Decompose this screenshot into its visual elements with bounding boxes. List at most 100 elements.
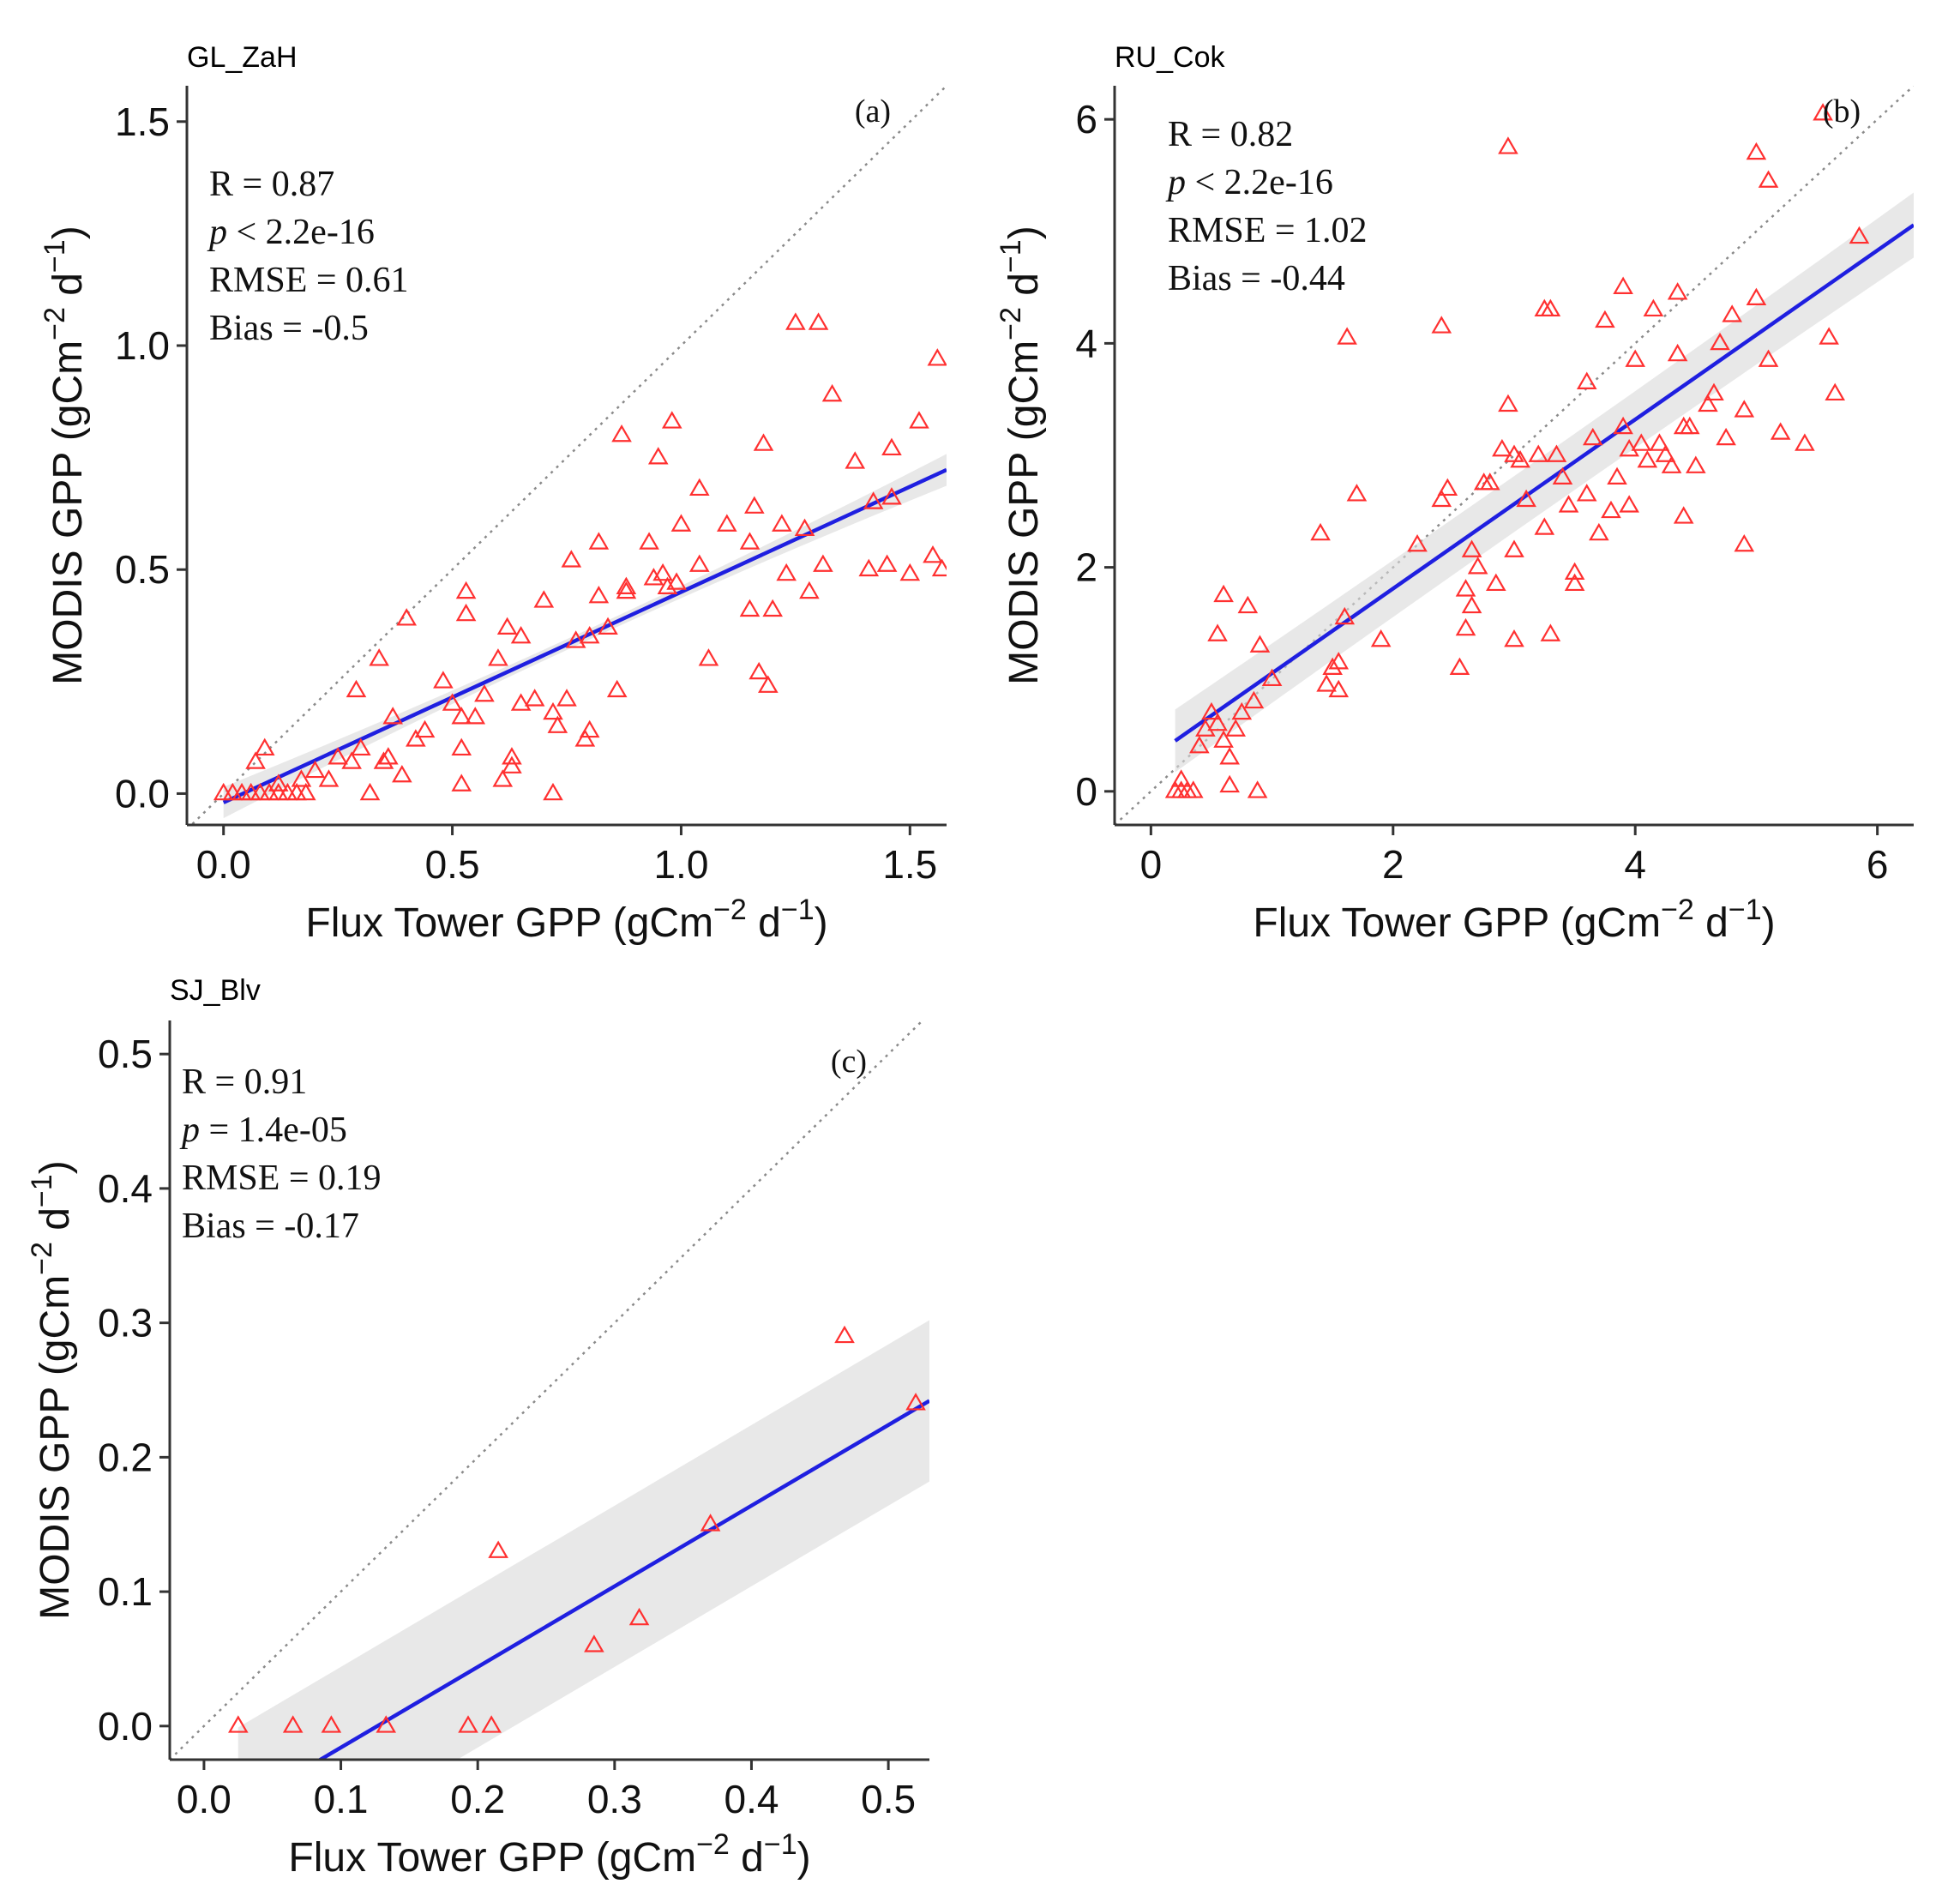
data-point (488, 1540, 508, 1558)
unit-close: ) (797, 1835, 811, 1881)
data-point (785, 312, 806, 330)
site-title: RU_Cok (1115, 41, 1225, 74)
stat-r: R = 0.91 (182, 1062, 307, 1102)
confidence-band (237, 1320, 929, 1760)
data-point (1449, 657, 1470, 676)
stat-r: R = 0.82 (1168, 115, 1293, 154)
data-point (455, 603, 477, 622)
data-point (1655, 444, 1676, 462)
data-point (282, 1715, 304, 1733)
data-point (647, 447, 669, 465)
data-point (574, 729, 596, 747)
y-axis-title: MODIS GPP (gCm−2 d−1) (39, 226, 91, 684)
data-point (268, 773, 289, 792)
data-point (1534, 298, 1555, 317)
data-point (378, 747, 399, 765)
stat-bias: Bias = -0.17 (182, 1207, 359, 1246)
panel-label: (b) (1823, 93, 1861, 129)
data-point (1225, 719, 1247, 737)
x-tick-label: 0.2 (450, 1777, 505, 1821)
data-point (1370, 629, 1392, 647)
stat-p-symbol: p (207, 213, 227, 252)
data-point (565, 630, 586, 648)
data-point (1686, 455, 1706, 473)
data-point (753, 433, 774, 451)
data-point (1795, 433, 1815, 451)
data-point (799, 581, 820, 599)
panel-label: (c) (831, 1044, 867, 1080)
stat-bias: Bias = -0.5 (209, 309, 369, 348)
y-tick-label: 1.0 (115, 323, 170, 368)
data-point (1819, 327, 1839, 345)
data-point (845, 451, 866, 469)
data-point (1613, 276, 1633, 294)
panel-sj-blv: 0.0 0.1 0.2 0.3 0.4 0.5 0.0 0.1 0.2 0.3 0.4 0.5 SJ_B… (26, 974, 929, 1881)
stat-rmse: RMSE = 1.02 (1168, 211, 1368, 250)
data-point (1467, 557, 1488, 575)
data-point (1746, 287, 1767, 306)
data-point (700, 1514, 721, 1532)
data-point (1589, 522, 1609, 541)
data-point (909, 411, 929, 429)
data-point (808, 312, 829, 330)
data-point (1231, 701, 1253, 720)
data-point (1564, 562, 1585, 580)
data-point (524, 689, 545, 707)
data-point (1182, 780, 1204, 798)
data-point (1504, 629, 1524, 647)
data-point (598, 617, 618, 635)
data-point (1328, 652, 1350, 670)
unit-superscript: −1 (1729, 894, 1762, 926)
y-tick-label: 4 (1075, 321, 1097, 365)
data-point (588, 586, 610, 604)
y-tick-label: 0.0 (115, 771, 170, 816)
x-axis-title: Flux Tower GPP (gCm−2 d−1) (1253, 894, 1775, 946)
data-point (863, 491, 884, 509)
y-tick-label: 0.0 (98, 1704, 153, 1749)
data-point (1328, 679, 1350, 698)
data-point (1619, 495, 1639, 513)
data-point (881, 437, 902, 456)
y-tick-label: 0.5 (98, 1032, 153, 1076)
data-point (1261, 668, 1283, 687)
data-point (321, 1715, 342, 1733)
data-point (1734, 400, 1755, 418)
data-point (392, 764, 412, 783)
data-point (758, 675, 779, 693)
data-point (496, 617, 518, 635)
data-point (1813, 103, 1833, 121)
data-point (543, 782, 563, 801)
data-point (1770, 422, 1791, 440)
x-tick-label: 0.0 (177, 1777, 231, 1821)
data-point (1455, 617, 1476, 636)
data-point (1582, 427, 1603, 446)
data-point (1498, 394, 1518, 412)
data-point (228, 1715, 249, 1733)
y-tick-label: 0.1 (98, 1569, 153, 1614)
data-point (547, 715, 568, 733)
data-point (661, 411, 682, 429)
data-point (1667, 343, 1688, 362)
data-point (716, 514, 737, 532)
data-point (1504, 539, 1524, 557)
unit-superscript: −1 (26, 1174, 58, 1207)
data-point (1637, 449, 1658, 468)
data-point (376, 1715, 397, 1733)
data-point (688, 554, 710, 572)
x-tick-label: 0.5 (861, 1777, 916, 1821)
data-point (474, 683, 495, 702)
data-point (858, 558, 880, 577)
unit-superscript: −1 (995, 239, 1027, 273)
data-point (304, 760, 326, 779)
data-point (481, 1715, 502, 1733)
data-point (502, 747, 522, 765)
data-point (346, 679, 367, 698)
data-point (1546, 444, 1567, 462)
data-point (1431, 489, 1452, 508)
unit-superscript: −2 (26, 1242, 58, 1275)
axis-title-text: Flux Tower GPP (gCm (1253, 900, 1661, 946)
data-point (739, 599, 761, 617)
data-point (628, 1607, 650, 1626)
unit-superscript: −1 (764, 1828, 797, 1861)
